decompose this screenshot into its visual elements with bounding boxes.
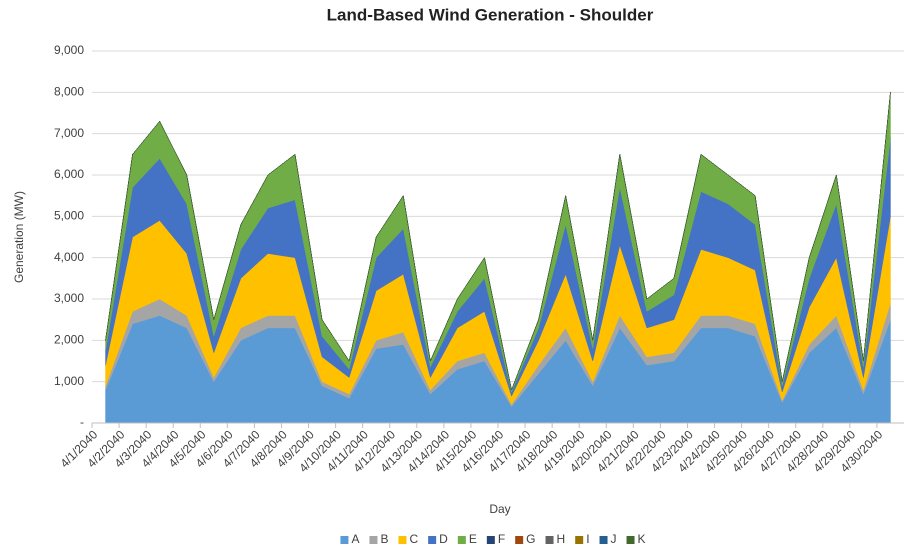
y-tick-label: 2,000 bbox=[54, 333, 84, 347]
y-tick-label: 5,000 bbox=[54, 209, 84, 223]
legend: A B C D E F G H I J K bbox=[340, 532, 646, 546]
legend-swatch bbox=[599, 536, 608, 544]
y-tick-label: 7,000 bbox=[54, 126, 84, 140]
legend-label: B bbox=[380, 532, 388, 546]
legend-label: A bbox=[351, 532, 359, 546]
legend-label: D bbox=[439, 532, 448, 546]
legend-label: J bbox=[611, 532, 617, 546]
y-axis-title: Generation (MW) bbox=[12, 191, 26, 283]
legend-swatch bbox=[398, 536, 407, 544]
legend-label: C bbox=[409, 532, 418, 546]
y-tick-label: 6,000 bbox=[54, 167, 84, 181]
y-tick-label: - bbox=[80, 415, 84, 429]
y-tick-label: 9,000 bbox=[54, 43, 84, 57]
legend-label: I bbox=[586, 532, 589, 546]
legend-swatch bbox=[340, 536, 349, 544]
y-tick-label: 4,000 bbox=[54, 250, 84, 264]
y-tick-label: 3,000 bbox=[54, 291, 84, 305]
legend-label: K bbox=[638, 532, 646, 546]
legend-swatch bbox=[515, 536, 524, 544]
legend-label: F bbox=[498, 532, 505, 546]
legend-swatch bbox=[575, 536, 584, 544]
y-tick-label: 1,000 bbox=[54, 374, 84, 388]
legend-label: G bbox=[526, 532, 535, 546]
x-axis-title: Day bbox=[489, 502, 510, 516]
legend-swatch bbox=[428, 536, 437, 544]
legend-swatch bbox=[486, 536, 495, 544]
legend-label: E bbox=[469, 532, 477, 546]
chart-title: Land-Based Wind Generation - Shoulder bbox=[327, 5, 654, 24]
legend-swatch bbox=[626, 536, 635, 544]
legend-swatch bbox=[545, 536, 554, 544]
legend-label: H bbox=[557, 532, 566, 546]
y-tick-label: 8,000 bbox=[54, 85, 84, 99]
legend-swatch bbox=[457, 536, 466, 544]
legend-swatch bbox=[369, 536, 378, 544]
